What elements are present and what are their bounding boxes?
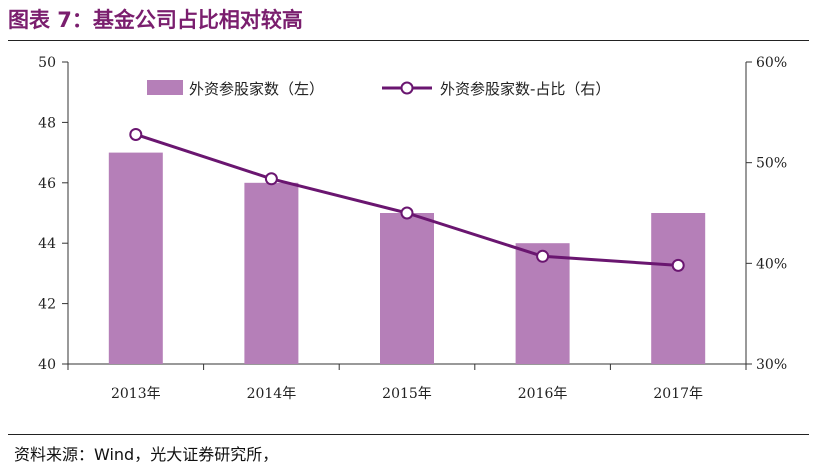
bar bbox=[515, 243, 570, 364]
bar bbox=[380, 213, 434, 364]
x-tick-label: 2016年 bbox=[518, 386, 568, 402]
left-tick-label: 40 bbox=[38, 357, 56, 373]
line-point bbox=[129, 127, 143, 141]
right-tick-label: 40% bbox=[756, 256, 787, 272]
legend-line-label: 外资参股家数-占比（右） bbox=[440, 80, 610, 98]
left-tick-label: 48 bbox=[38, 115, 56, 131]
bars bbox=[108, 152, 706, 364]
left-tick-label: 44 bbox=[38, 236, 56, 252]
x-tick-label: 2015年 bbox=[382, 386, 432, 402]
x-tick-label: 2017年 bbox=[653, 386, 703, 402]
tick-labels: 40 42 44 46 48 50 30% 40% 50% 60% 2013年 2014年 2015年 2… bbox=[38, 55, 787, 402]
figure-title: 图表 7：基金公司占比相对较高 bbox=[8, 8, 303, 32]
line-point bbox=[400, 206, 414, 220]
bar bbox=[651, 213, 706, 364]
top-divider bbox=[8, 40, 809, 41]
legend: 外资参股家数（左） 外资参股家数-占比（右） bbox=[147, 80, 610, 98]
left-tick-label: 50 bbox=[38, 55, 56, 71]
legend-line-marker bbox=[400, 81, 414, 95]
source-note: 资料来源：Wind，光大证券研究所， bbox=[14, 445, 279, 464]
line-series bbox=[129, 127, 685, 272]
right-tick-label: 50% bbox=[756, 156, 787, 172]
right-tick-label: 30% bbox=[756, 357, 787, 373]
line-point bbox=[536, 249, 550, 263]
right-tick-label: 60% bbox=[756, 55, 787, 71]
left-tick-label: 42 bbox=[38, 297, 56, 313]
bottom-divider bbox=[8, 434, 809, 435]
legend-bar-swatch bbox=[147, 80, 183, 95]
line-point bbox=[264, 172, 278, 186]
legend-bar-label: 外资参股家数（左） bbox=[189, 80, 324, 98]
left-tick-label: 46 bbox=[38, 176, 56, 192]
bar bbox=[108, 152, 163, 364]
line-point bbox=[671, 258, 685, 272]
bar bbox=[244, 182, 299, 364]
x-tick-label: 2014年 bbox=[247, 386, 297, 402]
x-tick-label: 2013年 bbox=[111, 386, 161, 402]
